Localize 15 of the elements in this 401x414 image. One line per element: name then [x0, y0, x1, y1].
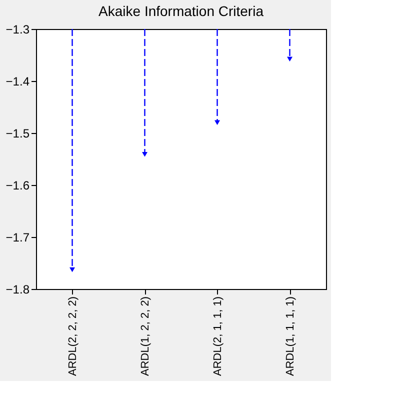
y-tick-label: −1.5 [6, 126, 30, 140]
x-tick-label: ARDL(2, 2, 2, 2) [66, 296, 79, 376]
point [70, 267, 75, 272]
point [142, 152, 148, 157]
point [214, 120, 220, 125]
x-tick-label: ARDL(2, 1, 1, 1) [212, 296, 224, 376]
y-tick-label: −1.6 [6, 178, 30, 192]
x-tick-label: ARDL(1, 1, 1, 1) [284, 296, 296, 376]
y-tick-label: −1.3 [6, 22, 30, 36]
y-tick-label: −1.8 [6, 282, 30, 296]
x-tick-label: ARDL(1, 2, 2, 2) [139, 296, 152, 376]
chart-title: Akaike Information Criteria [98, 3, 264, 19]
y-tick-label: −1.4 [6, 74, 30, 88]
y-tick-label: −1.7 [6, 230, 30, 244]
point [287, 56, 292, 62]
